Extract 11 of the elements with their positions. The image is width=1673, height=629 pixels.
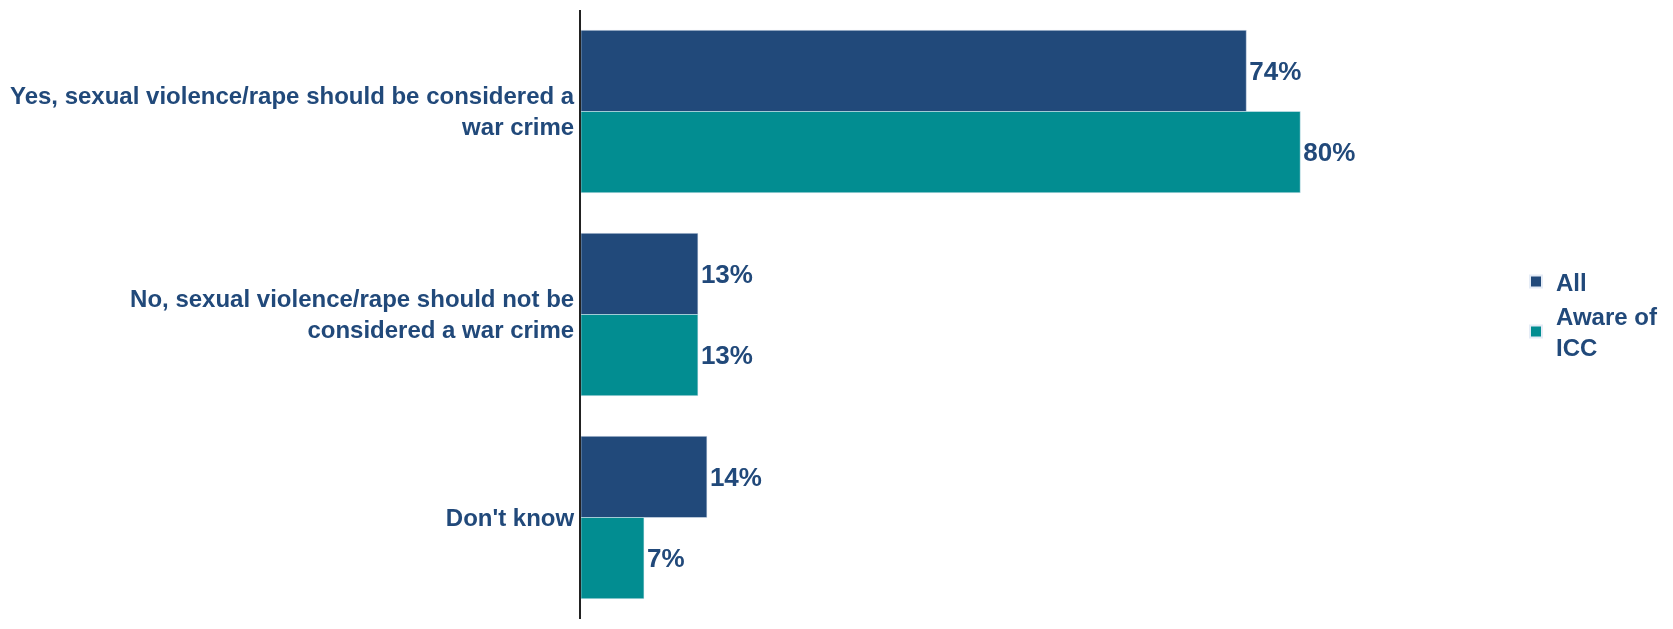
- y-tick-label: Yes, sexual violence/rape should be considered a war crime: [9, 82, 575, 141]
- data-label: 7%: [646, 543, 685, 574]
- data-label: 80%: [1303, 137, 1356, 168]
- legend-label: Aware of ICC: [1556, 303, 1658, 362]
- data-label: 13%: [700, 340, 753, 371]
- data-label: 14%: [709, 461, 762, 492]
- data-label: 13%: [700, 258, 753, 289]
- y-tick-label: No, sexual violence/rape should not be considered a war crime: [130, 285, 575, 344]
- y-tick-label: Don't know: [445, 503, 575, 531]
- legend-label: All: [1556, 268, 1587, 296]
- data-label: 74%: [1249, 55, 1302, 86]
